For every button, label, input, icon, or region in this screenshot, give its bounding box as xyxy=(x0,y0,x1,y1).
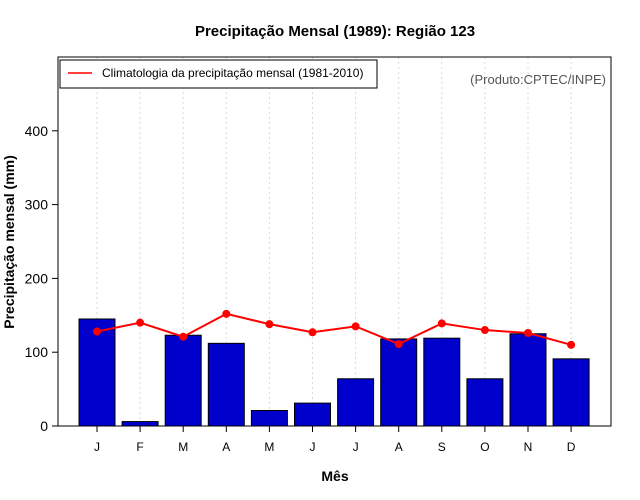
climatology-point-7 xyxy=(351,322,360,331)
x-tick-label: A xyxy=(222,440,230,454)
x-tick-label: A xyxy=(395,440,403,454)
x-tick-label: M xyxy=(178,440,188,454)
source-credit: (Produto:CPTEC/INPE) xyxy=(470,72,606,87)
y-tick-label: 100 xyxy=(25,344,49,360)
climatology-point-5 xyxy=(265,320,274,329)
legend: Climatologia da precipitação mensal (198… xyxy=(59,59,378,89)
legend-entry: Climatologia da precipitação mensal (198… xyxy=(102,66,363,80)
y-axis: 0 100 200 300 400 xyxy=(25,123,59,434)
bar-2 xyxy=(121,421,159,427)
bar-series xyxy=(78,318,590,427)
climatology-point-8 xyxy=(394,340,403,349)
y-axis-label: Precipitação mensal (mm) xyxy=(1,155,17,329)
y-tick-label: 300 xyxy=(25,197,49,213)
x-tick-label: S xyxy=(438,440,446,454)
x-tick-label: O xyxy=(480,440,489,454)
y-tick-label: 400 xyxy=(25,123,49,139)
bar-5 xyxy=(250,410,288,427)
x-tick-label: J xyxy=(353,440,359,454)
bar-12 xyxy=(552,358,590,427)
grid-lines xyxy=(96,57,572,426)
climatology-line-series xyxy=(93,309,576,349)
bar-8 xyxy=(380,338,418,427)
y-tick-label: 0 xyxy=(40,418,48,434)
bar-3 xyxy=(164,334,202,427)
climatology-point-12 xyxy=(567,340,576,349)
climatology-point-3 xyxy=(179,332,188,341)
x-tick-label: D xyxy=(567,440,576,454)
legend-box xyxy=(59,59,378,89)
climatology-point-9 xyxy=(437,319,446,328)
bar-4 xyxy=(207,342,245,427)
bar-11 xyxy=(509,333,547,427)
bar-6 xyxy=(294,402,331,427)
chart-title: Precipitação Mensal (1989): Região 123 xyxy=(195,23,475,40)
climatology-point-4 xyxy=(222,309,231,318)
y-tick-label: 200 xyxy=(25,270,49,286)
bar-10 xyxy=(466,378,504,427)
x-tick-label: M xyxy=(264,440,274,454)
bar-7 xyxy=(337,378,375,427)
x-tick-label: N xyxy=(524,440,533,454)
bar-9 xyxy=(423,337,461,427)
climatology-point-6 xyxy=(308,328,317,337)
climatology-point-11 xyxy=(524,329,532,338)
x-axis-label: Mês xyxy=(321,468,348,484)
x-tick-label: J xyxy=(94,440,100,454)
climatology-point-2 xyxy=(136,318,145,327)
climatology-point-1 xyxy=(93,327,101,336)
bar-1 xyxy=(78,318,116,427)
x-tick-label: F xyxy=(136,440,143,454)
climatology-point-10 xyxy=(480,326,489,335)
climatology-line xyxy=(96,312,572,346)
x-tick-label: J xyxy=(310,440,316,454)
